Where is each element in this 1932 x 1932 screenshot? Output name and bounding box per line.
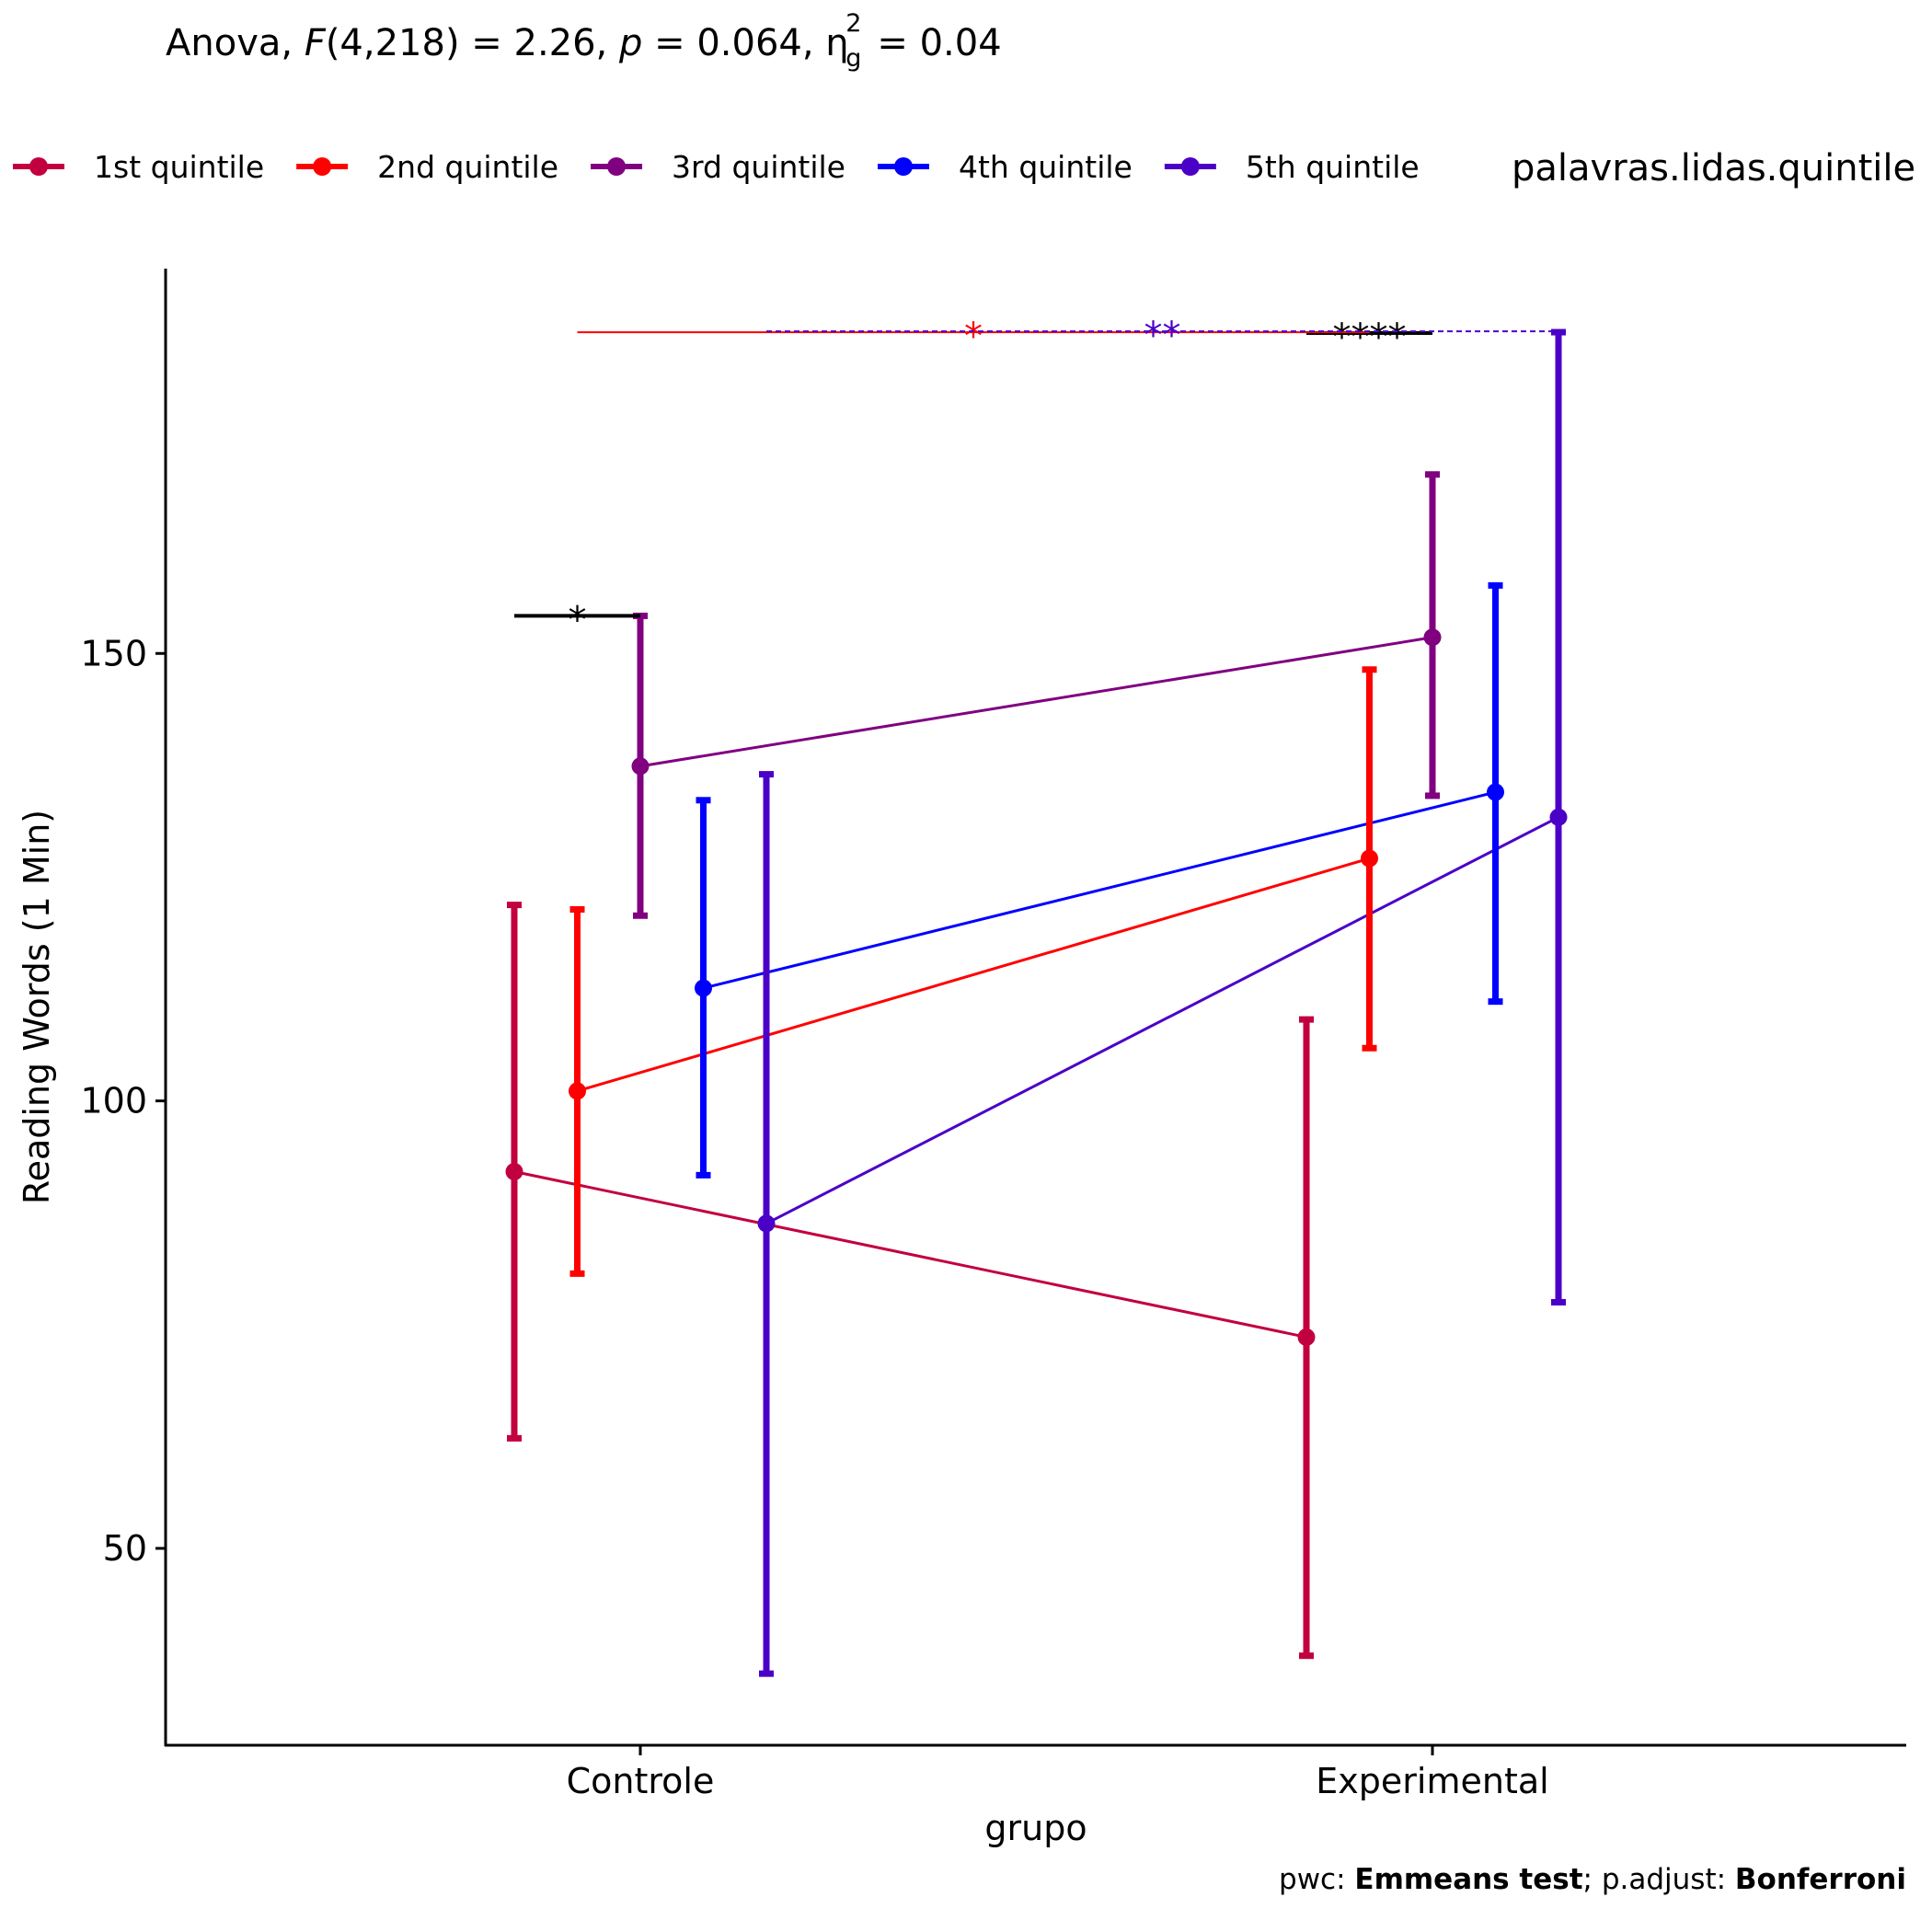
legend-label: 4th quintile (959, 149, 1133, 185)
y-axis-label: Reading Words (1 Min) (17, 810, 57, 1204)
series-line (703, 790, 1496, 990)
data-point (757, 1214, 776, 1233)
series-line (639, 636, 1433, 768)
data-point (1487, 783, 1504, 801)
significance-label: * (964, 316, 983, 358)
legend-label: 2nd quintile (377, 149, 558, 185)
legend-title: palavras.lidas.quintile (1512, 147, 1915, 190)
x-tick-label: Controle (567, 1761, 715, 1801)
legend-key-point (1180, 157, 1200, 176)
data-point (695, 979, 712, 997)
data-point (1549, 808, 1568, 826)
series-line (765, 815, 1559, 1225)
legend-key-point (893, 157, 913, 176)
series-line (577, 857, 1370, 1093)
significance-label: * (569, 599, 587, 641)
legend-label: 3rd quintile (672, 149, 845, 185)
y-tick-label: 100 (80, 1081, 147, 1121)
data-point (1361, 849, 1378, 868)
legend-key-point (29, 157, 48, 176)
legend-key-point (313, 157, 332, 176)
data-point (631, 757, 650, 776)
legend-label: 5th quintile (1246, 149, 1420, 185)
x-tick-label: Experimental (1316, 1761, 1548, 1801)
data-point (569, 1082, 586, 1100)
series-line (513, 1170, 1307, 1339)
y-tick-label: 50 (103, 1528, 147, 1569)
chart-caption: pwc: Emmeans test; p.adjust: Bonferroni (1279, 1863, 1906, 1896)
data-point (505, 1162, 523, 1180)
y-tick-label: 150 (80, 633, 147, 673)
x-axis-label: grupo (984, 1808, 1087, 1848)
legend-label: 1st quintile (94, 149, 264, 185)
legend-key-point (607, 157, 627, 176)
data-point (1423, 628, 1442, 647)
data-point (1297, 1328, 1316, 1346)
significance-label: ** (1144, 315, 1181, 357)
significance-label: **** (1333, 316, 1407, 359)
